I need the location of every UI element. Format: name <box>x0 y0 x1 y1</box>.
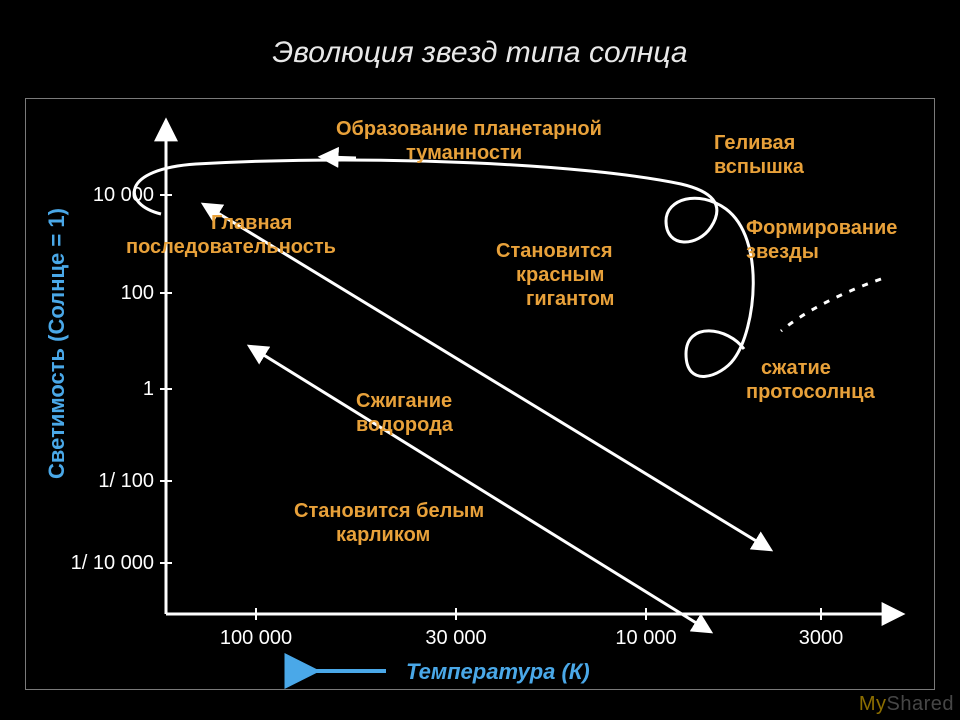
label-forming-2: звезды <box>746 241 819 263</box>
label-mainseq-2: последовательность <box>126 236 336 258</box>
label-forming-1: Формирование <box>746 217 897 239</box>
label-helium-1: Геливая <box>714 132 795 154</box>
label-planetary-1: Образование планетарной <box>336 118 602 140</box>
label-helium-2: вспышка <box>714 156 805 178</box>
giant-track-arrow1 <box>326 157 356 158</box>
label-wd-2: карликом <box>336 524 430 546</box>
xtick-3: 3000 <box>799 627 844 649</box>
xtick-0: 100 000 <box>220 627 292 649</box>
chart-frame: 10 000 100 1 1/ 100 1/ 10 000 100 000 30… <box>25 98 935 690</box>
watermark-prefix: My <box>859 693 887 715</box>
label-hburn-1: Сжигание <box>356 390 452 412</box>
xtick-1: 30 000 <box>425 627 486 649</box>
slide-title: Эволюция звезд типа солнца <box>0 36 960 70</box>
x-axis-title: Температура (К) <box>406 659 590 684</box>
xtick-2: 10 000 <box>615 627 676 649</box>
label-protosun-1: сжатие <box>761 357 831 379</box>
ytick-3: 1/ 100 <box>98 470 154 492</box>
protosun-track <box>781 279 881 331</box>
label-hburn-2: водорода <box>356 414 454 436</box>
ytick-4: 1/ 10 000 <box>71 552 154 574</box>
label-redgiant-3: гигантом <box>526 288 614 310</box>
slide: Эволюция звезд типа солнца <box>0 0 960 720</box>
label-planetary-2: туманности <box>406 142 522 164</box>
watermark: MyShared <box>859 693 954 716</box>
hr-diagram: 10 000 100 1 1/ 100 1/ 10 000 100 000 30… <box>26 99 934 689</box>
label-wd-1: Становится белым <box>294 500 484 522</box>
label-protosun-2: протосолнца <box>746 381 876 403</box>
label-mainseq-1: Главная <box>211 212 292 234</box>
y-axis-title: Светимость (Солнце = 1) <box>44 208 69 479</box>
ytick-0: 10 000 <box>93 184 154 206</box>
watermark-suffix: Shared <box>887 693 955 715</box>
giant-track <box>134 160 753 376</box>
white-dwarf-line <box>254 349 706 629</box>
ytick-1: 100 <box>121 282 154 304</box>
label-redgiant-2: красным <box>516 264 604 286</box>
ytick-2: 1 <box>143 378 154 400</box>
annotations: Образование планетарной туманности Гелив… <box>126 118 897 546</box>
main-sequence-line <box>208 207 766 547</box>
label-redgiant-1: Становится <box>496 240 613 262</box>
x-ticks: 100 000 30 000 10 000 3000 <box>220 627 843 649</box>
